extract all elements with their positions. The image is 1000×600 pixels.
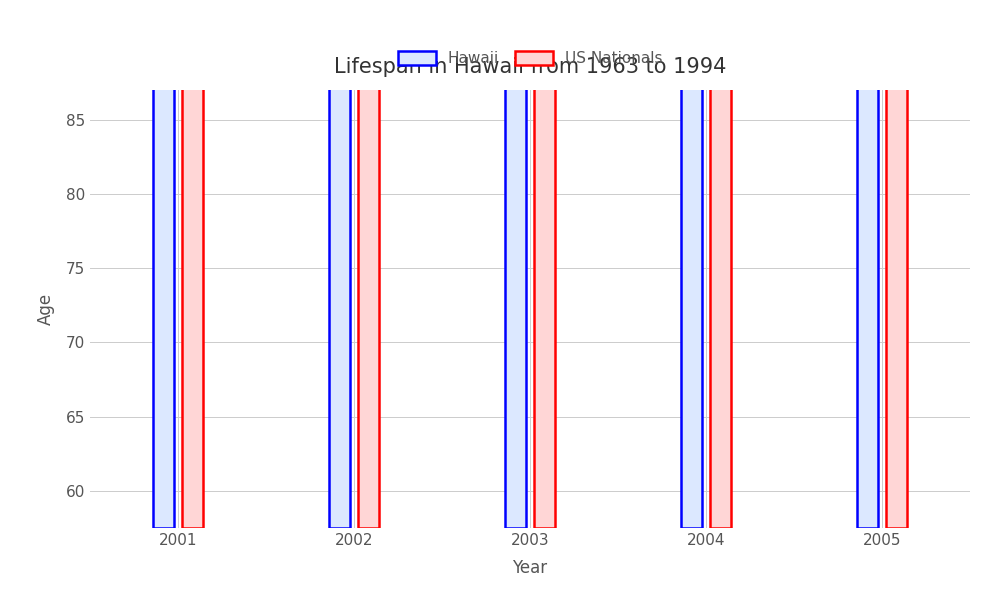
Legend: Hawaii, US Nationals: Hawaii, US Nationals — [391, 45, 669, 73]
Bar — [182, 0, 203, 528]
Title: Lifespan in Hawaii from 1963 to 1994: Lifespan in Hawaii from 1963 to 1994 — [334, 58, 726, 77]
X-axis label: Year: Year — [512, 559, 548, 577]
Bar — [329, 0, 350, 528]
Bar — [886, 0, 907, 528]
Bar — [153, 0, 174, 528]
Bar — [681, 0, 702, 528]
Y-axis label: Age: Age — [37, 293, 55, 325]
Bar — [505, 0, 526, 528]
Bar — [857, 0, 878, 528]
Bar — [358, 0, 379, 528]
Bar — [710, 0, 731, 528]
Bar — [534, 0, 555, 528]
